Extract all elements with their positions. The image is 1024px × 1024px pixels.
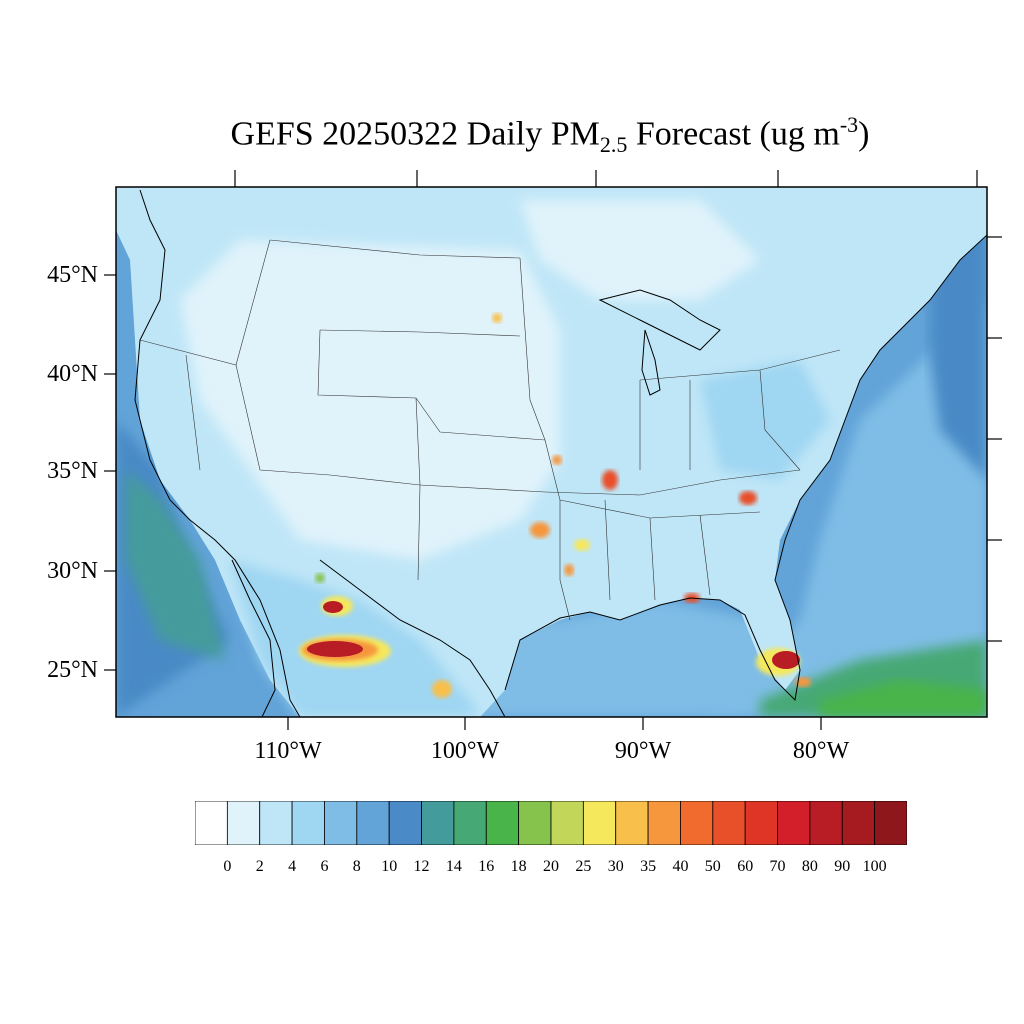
colorbar-tick-label: 25 [575,858,592,875]
lat-label-35n: 35°N [47,458,98,484]
colorbar-tick-label: 100 [862,858,887,875]
colorbar-tick-label: 6 [320,858,329,875]
colorbar-tick-label: 10 [381,858,398,875]
colorbar-box [874,801,907,845]
title-text: GEFS 20250322 Daily PM [230,115,600,153]
lat-label-30n: 30°N [47,558,98,584]
map-title: GEFS 20250322 Daily PM2.5 Forecast (ug m… [0,112,1024,158]
colorbar-box [259,801,293,845]
colorbar-tick-label: 40 [672,858,689,875]
colorbar-box [777,801,811,845]
colorbar-box [712,801,746,845]
colorbar-tick-label: 60 [737,858,754,875]
colorbar-tick-label: 4 [288,858,297,875]
lat-label-45n: 45°N [47,262,98,288]
atlantic-east-field [930,220,987,480]
colorbar-box [388,801,422,845]
lon-label-110w: 110°W [254,738,322,764]
atlantic-field [700,300,987,717]
title-text-end: ) [858,115,870,153]
colorbar-box [356,801,390,845]
colorbar-tick-label: 14 [445,858,462,875]
colorbar-tick-label: 0 [223,858,232,875]
state-borders [139,239,841,621]
colorbar-tick-label: 90 [834,858,851,875]
title-text-units: Forecast (ug m [627,115,840,153]
colorbar-box [550,801,584,845]
colorbar-box [841,801,876,845]
colorbar-box [680,801,714,845]
colorbar-tick-label: 70 [769,858,786,875]
canada-field [520,200,760,300]
colorbar-box [195,801,228,845]
lon-label-90w: 90°W [614,738,672,764]
colorbar-box [518,801,552,845]
colorbar-tick-label: 16 [478,858,495,875]
colorbar-tick-label: 20 [543,858,559,875]
lat-label-40n: 40°N [47,361,98,387]
map-field [116,187,987,717]
colorbar-box [324,801,358,845]
colorbar-box [453,801,487,845]
colorbar-tick-label: 30 [607,858,624,875]
hotspots [299,313,811,698]
colorbar-tick-label: 18 [510,858,527,875]
pacific-coast-field [126,470,225,660]
colorbar-box [291,801,325,845]
title-subscript: 2.5 [599,132,628,158]
colorbar-tick-label: 80 [801,858,818,875]
colorbar-box [615,801,649,845]
colorbar-tick-label: 12 [413,858,430,875]
colorbar-box [744,801,778,845]
colorbar-box [809,801,843,845]
colorbar [195,801,907,845]
colorbar-tick-label: 35 [640,858,657,875]
lat-label-25n: 25°N [47,657,98,683]
map-border [115,186,988,718]
colorbar-box [485,801,520,845]
lon-label-100w: 100°W [430,738,500,764]
plains-field [180,240,560,560]
colorbar-box [421,801,455,845]
colorbar-tick-label: 50 [704,858,721,875]
colorbar-tick-label: 2 [255,858,264,875]
title-superscript: -3 [839,112,859,137]
caribbean-strong-field [820,680,987,717]
colorbar-box [582,801,617,845]
coastlines [134,189,987,717]
lon-label-80w: 80°W [792,738,850,764]
colorbar-box [226,801,261,845]
colorbar-tick-label: 8 [352,858,361,875]
appalachian-field [700,360,830,480]
colorbar-box [647,801,681,845]
axis-ticks [104,170,1002,730]
